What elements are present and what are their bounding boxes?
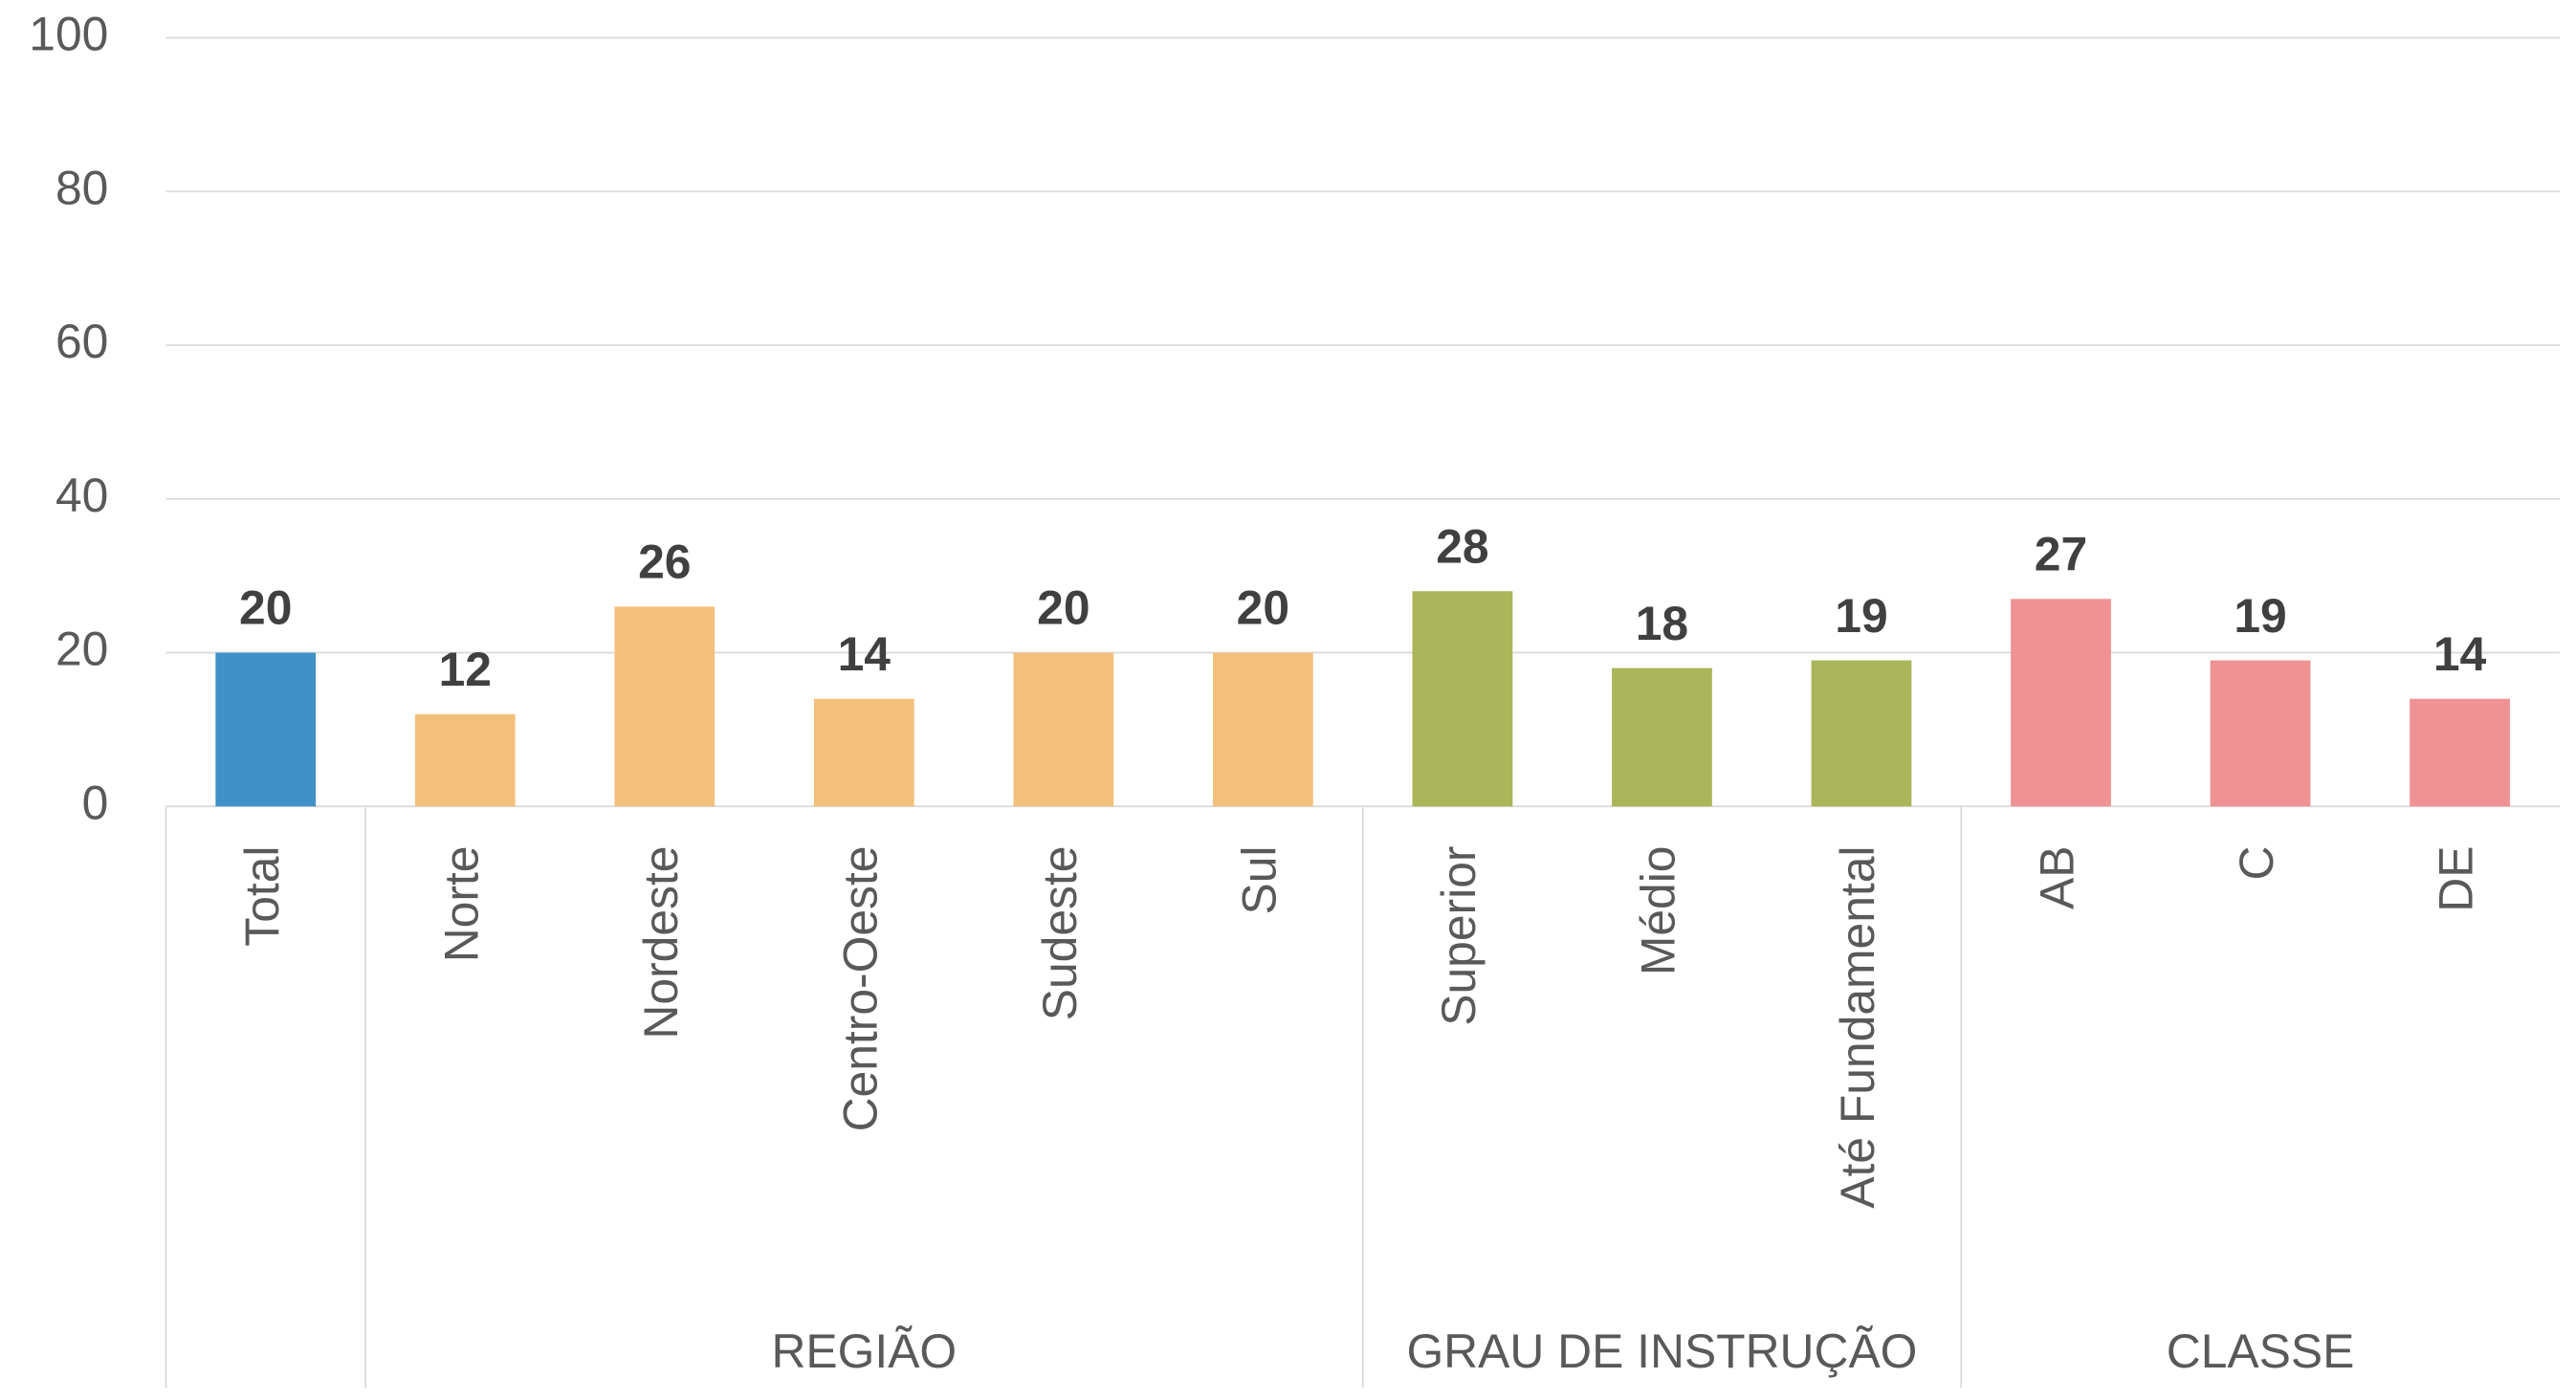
- x-tick-label: Total: [235, 846, 289, 947]
- bar: [614, 606, 716, 807]
- group-label: REGIÃO: [771, 1324, 957, 1378]
- y-tick-label: 60: [55, 315, 108, 368]
- x-tick-label: Nordeste: [634, 846, 688, 1039]
- value-label: 26: [638, 536, 691, 589]
- x-tick-label: AB: [2031, 846, 2084, 909]
- value-label: 18: [1636, 597, 1688, 650]
- value-label: 27: [2035, 527, 2087, 580]
- group-label: CLASSE: [2167, 1324, 2355, 1378]
- value-label: 20: [1037, 581, 1090, 635]
- y-tick-label: 80: [55, 161, 108, 214]
- bar: [1412, 591, 1513, 807]
- bar: [2210, 660, 2311, 807]
- bar: [1212, 652, 1313, 807]
- y-tick-label: 20: [55, 623, 108, 676]
- bar: [1013, 652, 1114, 807]
- bar: [813, 698, 914, 807]
- bar: [1612, 667, 1712, 807]
- y-tick-label: 40: [55, 469, 108, 522]
- x-tick-label: Superior: [1432, 846, 1486, 1026]
- x-tick-label: Médio: [1632, 846, 1685, 976]
- bar: [2011, 599, 2111, 807]
- x-tick-label: Centro-Oeste: [833, 846, 887, 1132]
- value-label: 14: [838, 627, 892, 681]
- x-tick-label: Sul: [1233, 846, 1287, 915]
- value-label: 19: [1835, 589, 1887, 643]
- x-tick-label: DE: [2430, 846, 2483, 912]
- value-label: 12: [439, 643, 492, 696]
- group-label: GRAU DE INSTRUÇÃO: [1406, 1324, 1917, 1378]
- y-tick-label: 0: [82, 776, 109, 829]
- value-label: 14: [2433, 627, 2487, 681]
- x-tick-label: Até Fundamental: [1831, 846, 1884, 1209]
- x-tick-label: C: [2230, 846, 2283, 881]
- bar: [215, 652, 317, 807]
- x-tick-label: Sudeste: [1033, 846, 1087, 1021]
- value-label: 28: [1436, 519, 1488, 573]
- value-label: 19: [2234, 589, 2286, 643]
- y-tick-label: 100: [29, 8, 108, 61]
- bar: [1811, 660, 1912, 807]
- bar: [414, 713, 516, 807]
- value-label: 20: [1237, 581, 1289, 635]
- bar: [2410, 698, 2510, 807]
- value-label: 20: [239, 581, 292, 635]
- x-tick-label: Norte: [434, 846, 488, 963]
